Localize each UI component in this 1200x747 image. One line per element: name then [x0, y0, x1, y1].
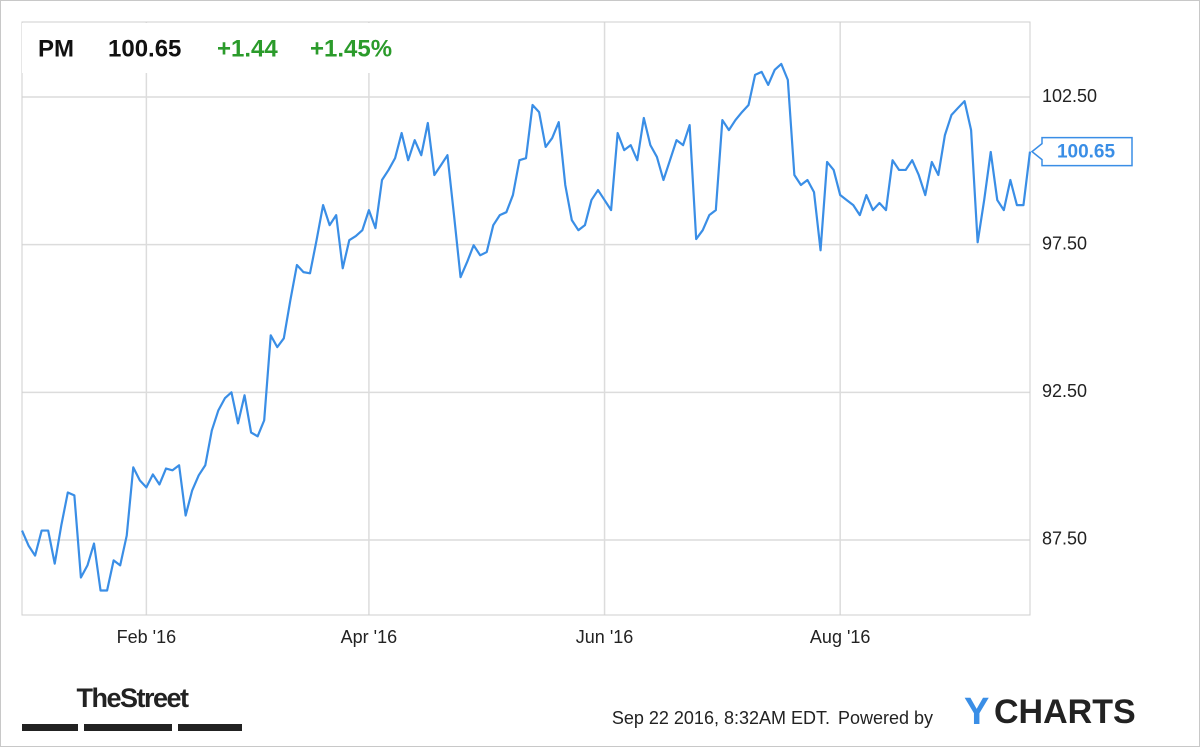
logo-bar [84, 724, 172, 731]
x-tick-label: Jun '16 [576, 627, 633, 647]
y-tick-label: 102.50 [1042, 86, 1097, 106]
y-tick-label: 97.50 [1042, 233, 1087, 253]
price-tag [1030, 136, 1133, 167]
y-tick-label: 87.50 [1042, 529, 1087, 549]
header-box [22, 23, 435, 73]
axes: 87.50 92.50 97.50 102.50 Feb '16 Apr '16 Jun '… [117, 86, 1133, 647]
price: 100.65 [108, 35, 181, 62]
price-line [20, 62, 1032, 592]
brand-y: Y [964, 691, 989, 733]
y-tick-label: 92.50 [1042, 381, 1087, 401]
brand-rest: CHARTS [994, 693, 1136, 731]
timestamp: Sep 22 2016, 8:32AM EDT. [612, 708, 830, 728]
grid [22, 22, 1030, 615]
x-tick-label: Feb '16 [117, 627, 176, 647]
lines [20, 62, 1032, 592]
change: +1.44 [217, 35, 278, 62]
logo-bar [178, 724, 242, 731]
price-tag-label: 100.65 [1057, 142, 1116, 163]
plot-border [21, 21, 1031, 616]
ticker: PM [38, 35, 74, 62]
powered-by: Powered by [838, 708, 933, 728]
x-tick-label: Apr '16 [341, 627, 397, 647]
source-logo: TheStreet [76, 683, 189, 713]
logo-bar [22, 724, 78, 731]
x-tick-label: Aug '16 [810, 627, 871, 647]
change-percent: +1.45% [310, 35, 392, 62]
